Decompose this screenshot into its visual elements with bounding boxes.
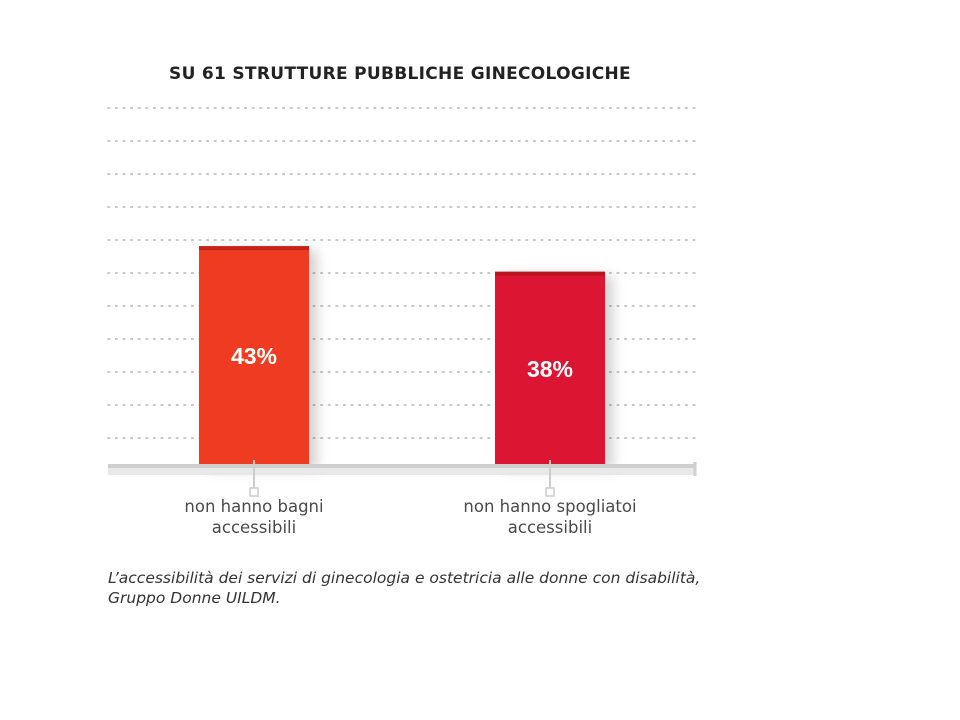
source-caption: L’accessibilità dei servizi di ginecolog… <box>108 569 701 607</box>
chart-title: SU 61 STRUTTURE PUBBLICHE GINECOLOGICHE <box>169 64 631 84</box>
grid-lines <box>107 107 696 439</box>
bar-1 <box>495 271 605 466</box>
category-tick-marker-0 <box>249 487 259 497</box>
bar-top-edge-0 <box>199 246 309 251</box>
category-label-spogliatoi: non hanno spogliatoi accessibili <box>463 497 637 537</box>
axis-shadow <box>108 467 695 475</box>
bars: 43% 38% <box>199 246 605 466</box>
bar-top-edge-1 <box>495 271 605 276</box>
bar-0 <box>199 246 309 466</box>
value-label-0: 43% <box>231 343 277 369</box>
x-axis <box>108 460 697 497</box>
category-label-bagni: non hanno bagni accessibili <box>184 497 324 537</box>
category-tick-marker-1 <box>545 487 555 497</box>
value-label-1: 38% <box>527 356 573 382</box>
